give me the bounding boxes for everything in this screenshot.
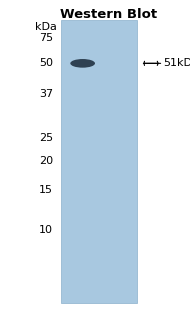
Text: 10: 10 [39,225,53,235]
Ellipse shape [70,59,95,68]
Text: 37: 37 [39,89,53,99]
Bar [61,20,137,303]
Text: 20: 20 [39,156,53,166]
Text: Western Blot: Western Blot [60,8,157,21]
Text: 75: 75 [39,33,53,43]
Text: 51kDa: 51kDa [163,58,190,68]
Text: 50: 50 [39,58,53,68]
Text: 25: 25 [39,133,53,142]
Text: kDa: kDa [35,22,57,32]
Text: 15: 15 [39,185,53,195]
